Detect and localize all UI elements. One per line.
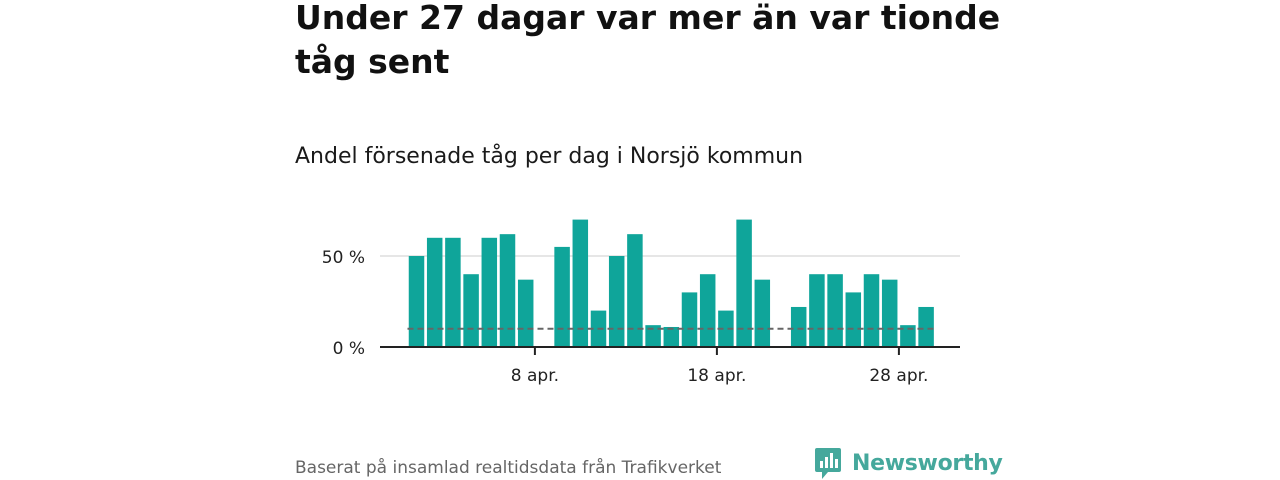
bar-day-14 — [645, 325, 661, 347]
bar-day-18 — [718, 310, 734, 347]
bar-day-25 — [845, 292, 862, 347]
bar-day-20 — [754, 279, 771, 347]
bar-day-15 — [663, 326, 680, 347]
chart-subtitle: Andel försenade tåg per dag i Norsjö kom… — [295, 144, 804, 169]
bar-day-13 — [627, 234, 643, 347]
newsworthy-logo-icon — [815, 448, 841, 479]
bar-day-10 — [572, 219, 589, 347]
bar-day-12 — [608, 256, 625, 347]
bar-day-9 — [554, 246, 570, 347]
bar-day-1 — [408, 256, 425, 347]
y-tick-label: 50 % — [322, 248, 365, 268]
x-tick-label: 8 apr. — [511, 366, 559, 386]
bar-day-17 — [699, 274, 716, 347]
bar-day-23 — [809, 274, 825, 347]
brand-logo[interactable]: Newsworthy — [814, 446, 1003, 480]
x-tick-label: 28 apr. — [869, 366, 928, 386]
bar-day-26 — [863, 274, 880, 347]
x-tick-label: 18 apr. — [687, 366, 746, 386]
chart-title: Under 27 dagar var mer än var tionde tåg… — [295, 0, 1001, 81]
bar-day-4 — [463, 274, 479, 347]
bar-day-29 — [918, 306, 934, 347]
bar-day-2 — [426, 237, 443, 347]
bar-day-28 — [900, 325, 916, 347]
y-tick-label: 0 % — [333, 339, 365, 359]
bar-day-5 — [481, 237, 498, 347]
bar-day-19 — [736, 219, 752, 347]
bar-day-24 — [827, 274, 843, 347]
bar-day-27 — [881, 279, 898, 347]
source-note: Baserat på insamlad realtidsdata från Tr… — [295, 458, 722, 478]
bar-day-16 — [681, 292, 698, 347]
bar-day-7 — [517, 279, 534, 347]
bar-day-22 — [790, 306, 807, 347]
brand-name: Newsworthy — [852, 450, 1003, 476]
bar-day-6 — [499, 234, 516, 347]
bar-day-3 — [445, 237, 461, 347]
